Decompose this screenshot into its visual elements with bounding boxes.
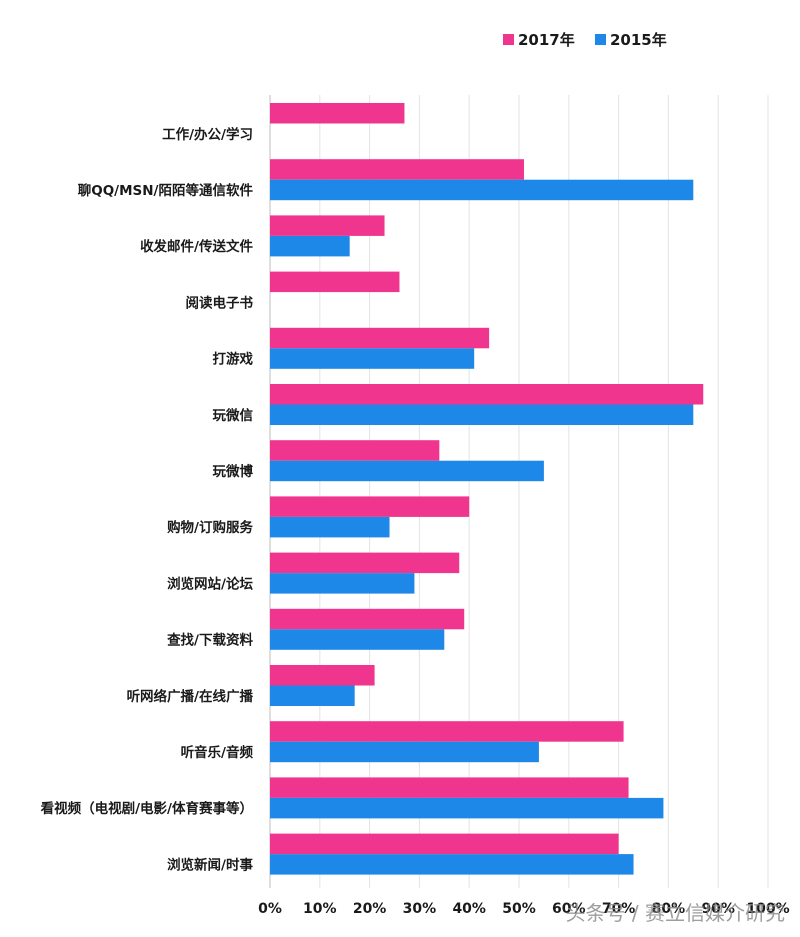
bar-series-1	[270, 496, 470, 517]
x-tick-label: 90%	[701, 901, 735, 917]
category-label: 聊QQ/MSN/陌陌等通信软件	[78, 182, 254, 199]
bar-series-2	[270, 854, 634, 875]
category-label: 打游戏	[213, 351, 254, 368]
bars	[270, 103, 704, 875]
x-tick-label: 100%	[746, 901, 789, 917]
legend-label: 2017年	[518, 31, 575, 49]
category-label: 玩微博	[213, 463, 254, 480]
bar-series-1	[270, 665, 375, 686]
bar-series-1	[270, 440, 440, 461]
bar-series-2	[270, 741, 539, 763]
x-tick-label: 80%	[652, 901, 686, 917]
x-tick-label: 40%	[452, 901, 486, 917]
bar-series-1	[270, 552, 460, 574]
x-tick-label: 20%	[353, 901, 387, 917]
bar-series-2	[270, 404, 694, 425]
bar-series-2	[270, 797, 664, 819]
bar-series-1	[270, 159, 524, 180]
watermark-text: 头条号 / 赛立信媒介研究	[566, 901, 785, 925]
legend-swatch	[595, 34, 606, 45]
bar-series-1	[270, 721, 624, 742]
x-tick-label: 30%	[403, 901, 437, 917]
category-label: 听音乐/音频	[181, 744, 254, 761]
bar-series-1	[270, 271, 400, 293]
bar-series-2	[270, 179, 694, 201]
category-label: 浏览新闻/时事	[167, 856, 253, 873]
category-label: 工作/办公/学习	[162, 126, 253, 143]
bar-series-2	[270, 460, 544, 482]
bar-series-1	[270, 777, 629, 798]
legend-swatch	[503, 34, 514, 45]
category-label: 看视频（电视剧/电影/体育赛事等）	[40, 800, 253, 817]
x-tick-labels: 0% 10% 20% 30% 40% 50% 60% 70% 80% 90% 100%	[258, 901, 790, 917]
bar-series-1	[270, 215, 385, 236]
bar-series-1	[270, 384, 704, 405]
x-tick-label: 60%	[552, 901, 586, 917]
category-label: 阅读电子书	[186, 294, 254, 311]
bar-series-1	[270, 608, 465, 630]
category-label: 购物/订购服务	[167, 519, 253, 536]
bar-series-2	[270, 685, 355, 706]
bar-series-2	[270, 235, 350, 257]
bar-series-2	[270, 348, 475, 369]
category-label: 浏览网站/论坛	[167, 575, 253, 592]
x-tick-label: 70%	[602, 901, 636, 917]
bar-series-2	[270, 573, 415, 594]
bar-series-1	[270, 103, 405, 124]
legend-label: 2015年	[610, 31, 667, 49]
legend: 2017年 2015年	[503, 31, 667, 49]
x-tick-label: 50%	[502, 901, 536, 917]
grid-lines	[319, 95, 769, 888]
bar-series-2	[270, 629, 445, 650]
category-labels: 工作/办公/学习聊QQ/MSN/陌陌等通信软件收发邮件/传送文件阅读电子书打游戏…	[40, 126, 254, 874]
bar-series-2	[270, 516, 390, 538]
bar-series-1	[270, 327, 490, 349]
category-label: 查找/下载资料	[167, 632, 253, 649]
category-label: 玩微信	[213, 407, 254, 424]
category-label: 听网络广播/在线广播	[127, 688, 254, 705]
category-label: 收发邮件/传送文件	[140, 238, 253, 255]
x-tick-label: 10%	[303, 901, 337, 917]
x-tick-label: 0%	[258, 901, 282, 917]
bar-series-1	[270, 833, 619, 855]
